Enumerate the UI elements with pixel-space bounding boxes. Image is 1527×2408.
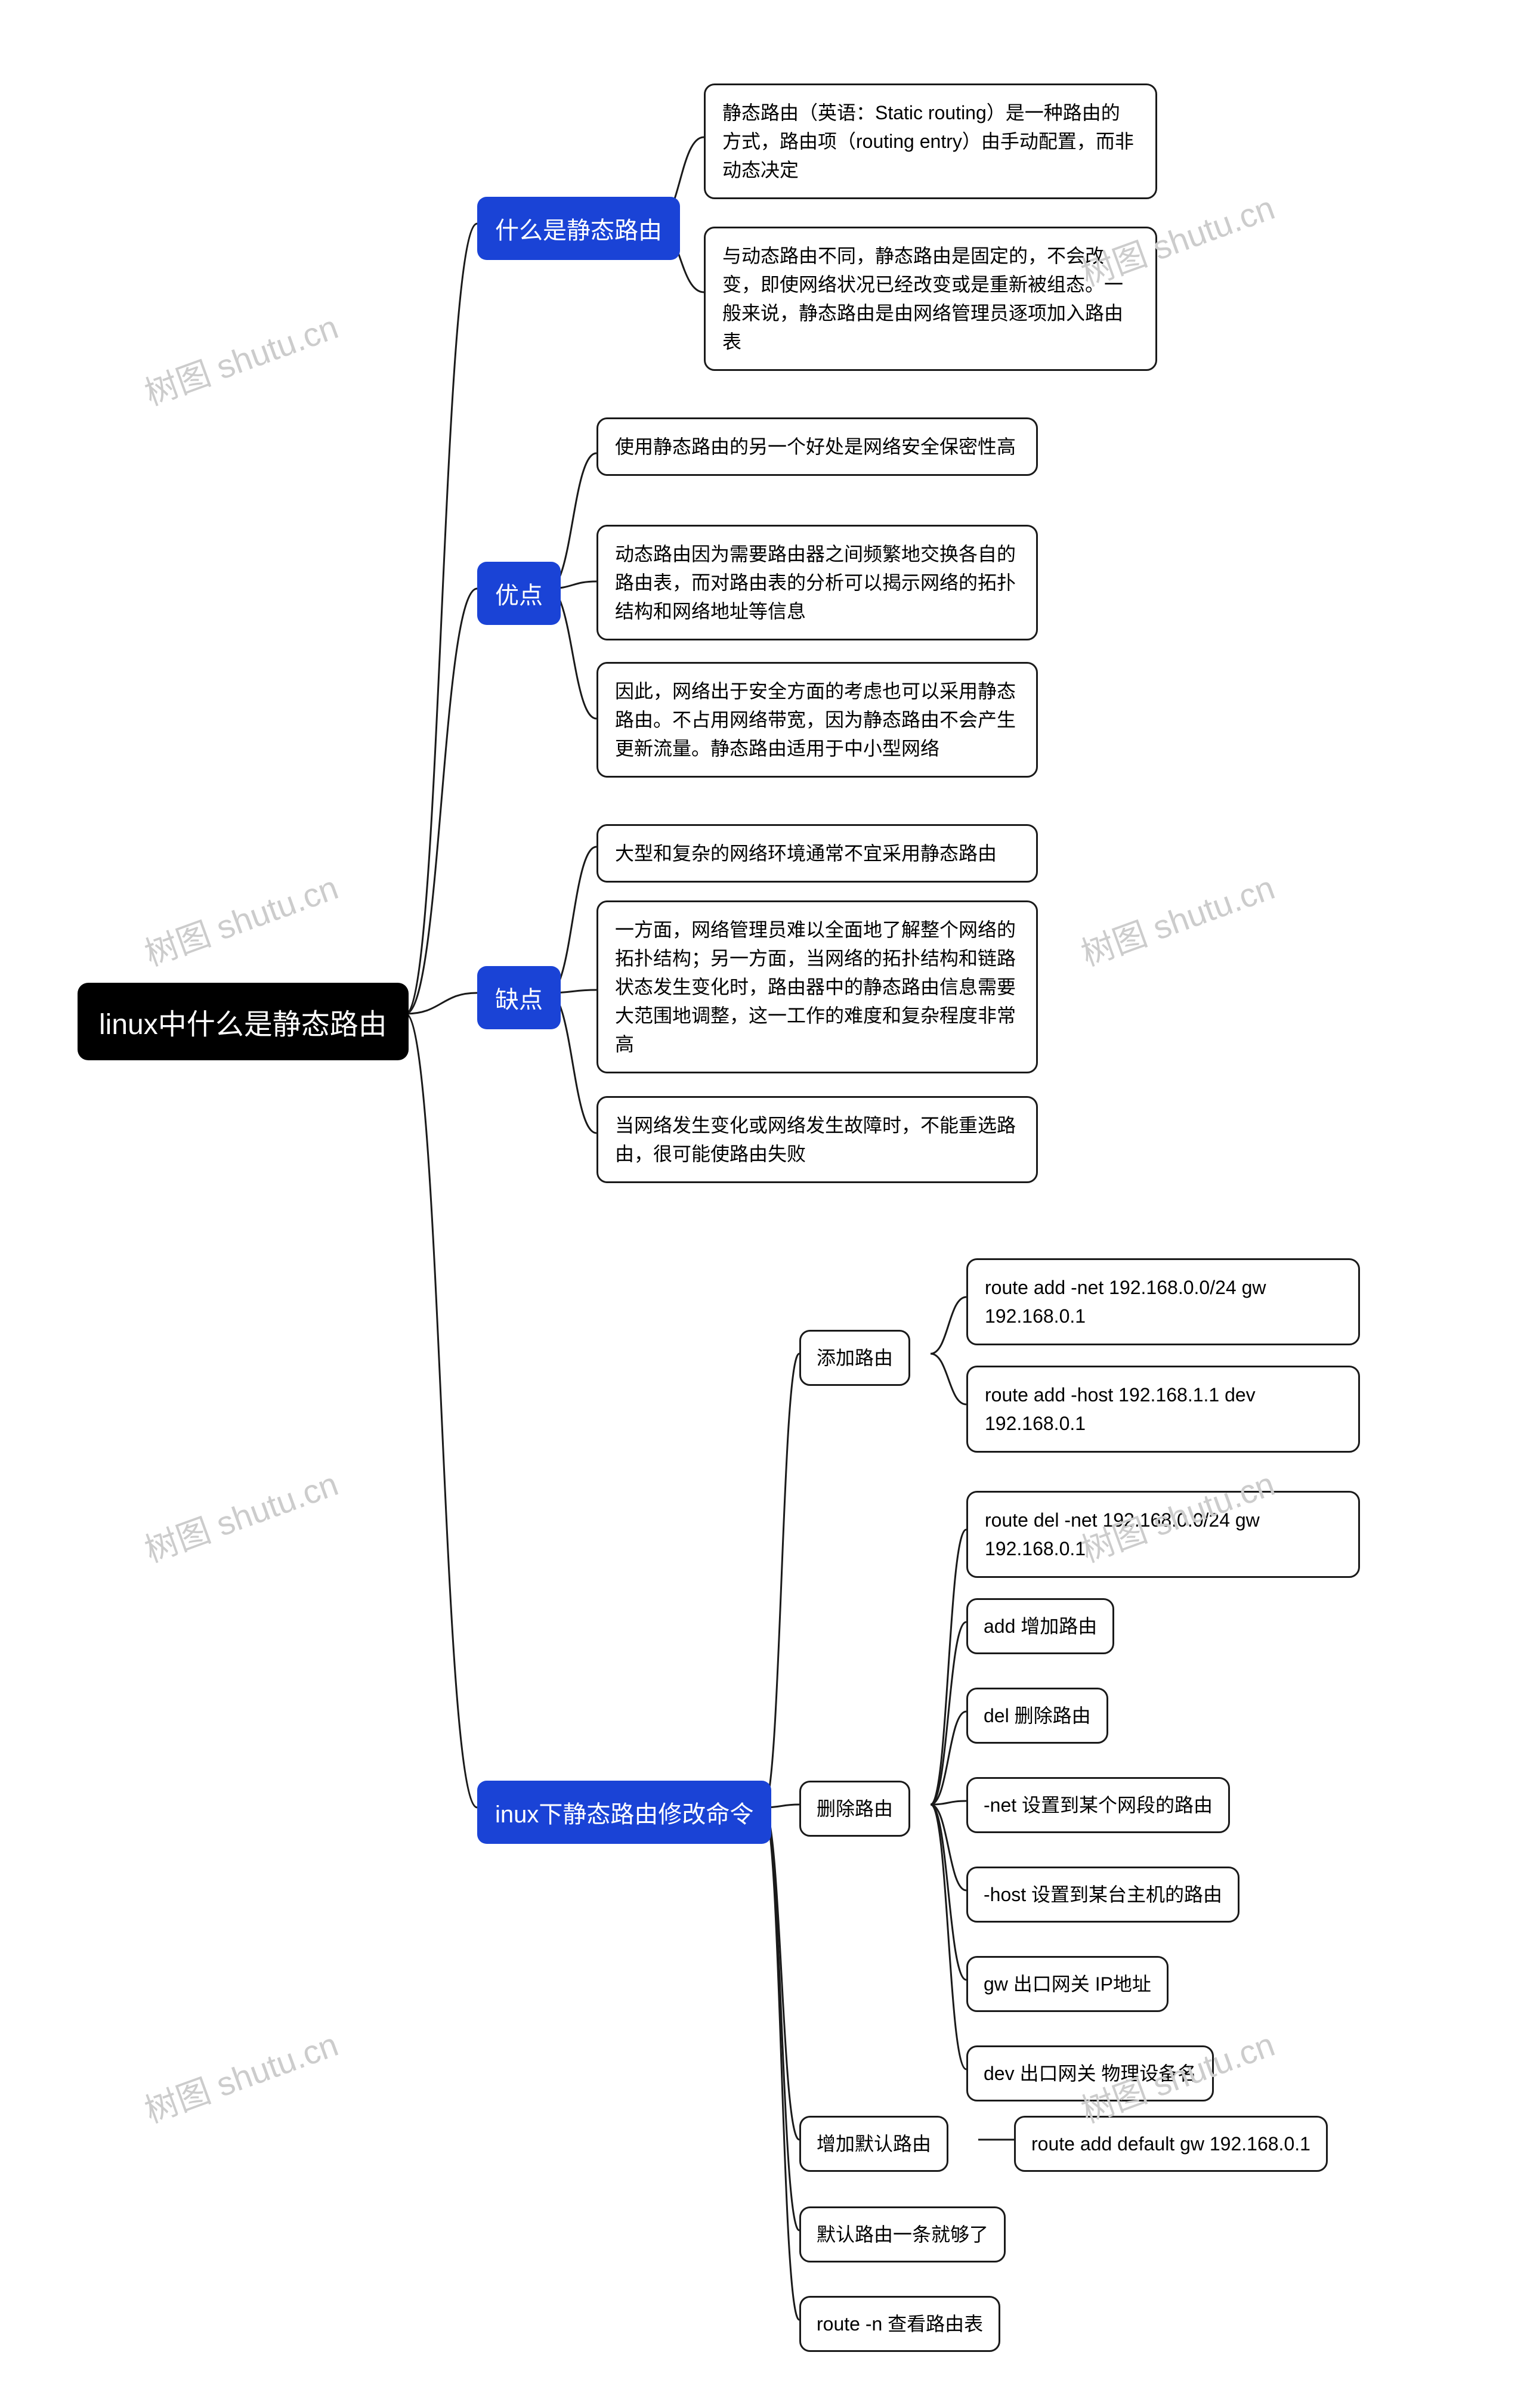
leaf-disadvantage-1[interactable]: 大型和复杂的网络环境通常不宜采用静态路由 (596, 824, 1038, 883)
leaf-disadvantage-2[interactable]: 一方面，网络管理员难以全面地了解整个网络的拓扑结构；另一方面，当网络的拓扑结构和… (596, 900, 1038, 1073)
watermark: 树图 shutu.cn (137, 1457, 344, 1572)
leaf-advantage-1[interactable]: 使用静态路由的另一个好处是网络安全保密性高 (596, 417, 1038, 476)
cmd-del-desc[interactable]: del 删除路由 (966, 1688, 1108, 1744)
sub-route-n[interactable]: route -n 查看路由表 (799, 2296, 1000, 2352)
sub-add-default[interactable]: 增加默认路由 (799, 2116, 948, 2172)
cmd-net-desc[interactable]: -net 设置到某个网段的路由 (966, 1777, 1230, 1833)
cmd-gw-desc[interactable]: gw 出口网关 IP地址 (966, 1956, 1169, 2012)
sub-add-route[interactable]: 添加路由 (799, 1330, 910, 1386)
branch-what-is[interactable]: 什么是静态路由 (477, 197, 680, 260)
leaf-advantage-2[interactable]: 动态路由因为需要路由器之间频繁地交换各自的路由表，而对路由表的分析可以揭示网络的… (596, 525, 1038, 640)
leaf-disadvantage-3[interactable]: 当网络发生变化或网络发生故障时，不能重选路由，很可能使路由失败 (596, 1096, 1038, 1183)
branch-disadvantages[interactable]: 缺点 (477, 966, 561, 1029)
cmd-add-net[interactable]: route add -net 192.168.0.0/24 gw 192.168… (966, 1258, 1360, 1345)
sub-one-default[interactable]: 默认路由一条就够了 (799, 2206, 1006, 2262)
branch-commands[interactable]: inux下静态路由修改命令 (477, 1781, 771, 1844)
cmd-add-desc[interactable]: add 增加路由 (966, 1598, 1114, 1654)
cmd-dev-desc[interactable]: dev 出口网关 物理设备名 (966, 2045, 1214, 2101)
cmd-host-desc[interactable]: -host 设置到某台主机的路由 (966, 1867, 1239, 1923)
root-node[interactable]: linux中什么是静态路由 (78, 983, 409, 1060)
cmd-del-net[interactable]: route del -net 192.168.0.0/24 gw 192.168… (966, 1491, 1360, 1578)
sub-del-route[interactable]: 删除路由 (799, 1781, 910, 1837)
watermark: 树图 shutu.cn (1074, 861, 1281, 976)
watermark: 树图 shutu.cn (137, 301, 344, 415)
cmd-add-default[interactable]: route add default gw 192.168.0.1 (1014, 2116, 1328, 2172)
cmd-add-host[interactable]: route add -host 192.168.1.1 dev 192.168.… (966, 1366, 1360, 1453)
leaf-advantage-3[interactable]: 因此，网络出于安全方面的考虑也可以采用静态路由。不占用网络带宽，因为静态路由不会… (596, 662, 1038, 778)
mindmap-canvas: linux中什么是静态路由 什么是静态路由 优点 缺点 inux下静态路由修改命… (0, 0, 1527, 2408)
watermark: 树图 shutu.cn (137, 2018, 344, 2132)
leaf-definition-1[interactable]: 静态路由（英语：Static routing）是一种路由的方式，路由项（rout… (704, 83, 1157, 199)
watermark: 树图 shutu.cn (137, 861, 344, 976)
leaf-definition-2[interactable]: 与动态路由不同，静态路由是固定的，不会改变，即使网络状况已经改变或是重新被组态。… (704, 227, 1157, 371)
branch-advantages[interactable]: 优点 (477, 562, 561, 625)
